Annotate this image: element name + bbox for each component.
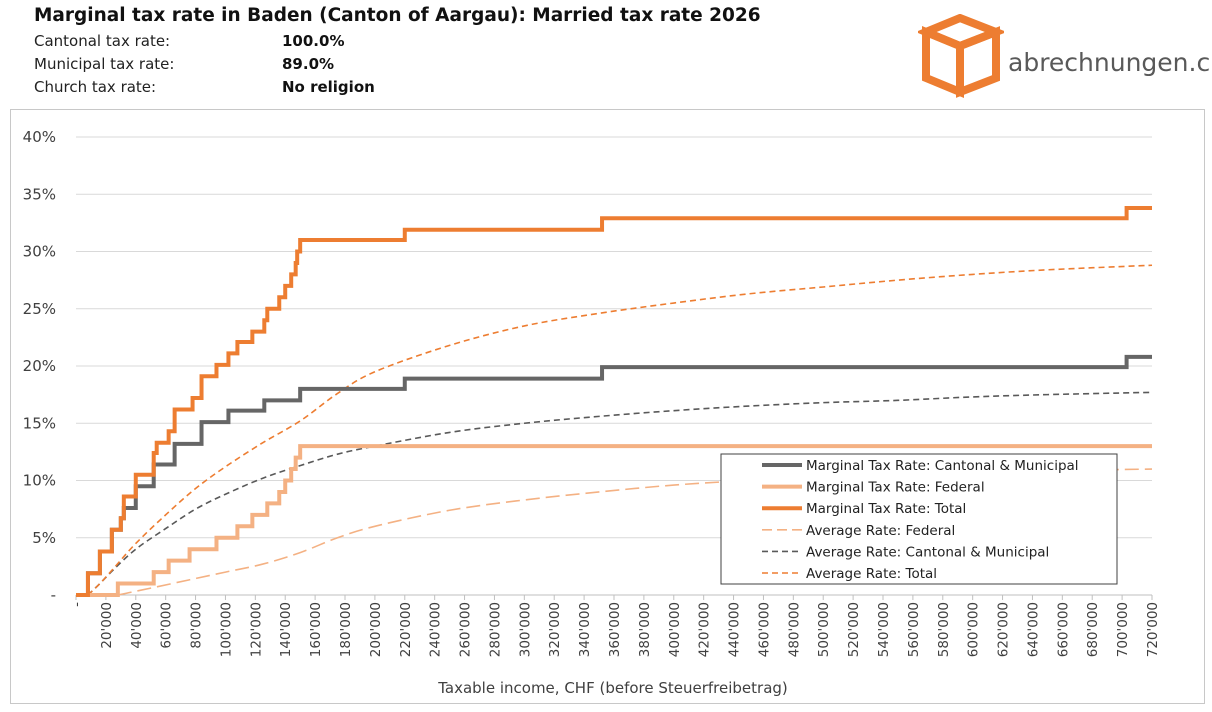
x-axis-label: Taxable income, CHF (before Steuerfreibe… [437, 679, 788, 697]
y-tick-label: 40% [23, 128, 56, 146]
x-tick-label: 340'000 [577, 602, 593, 657]
x-tick-label: 260'000 [458, 602, 474, 657]
page-title: Marginal tax rate in Baden (Canton of Aa… [34, 5, 761, 26]
x-tick-label: 440'000 [727, 602, 743, 657]
y-tick-label: - [51, 586, 56, 604]
x-tick-label: 280'000 [487, 602, 503, 657]
x-tick-label: 540'000 [876, 602, 892, 657]
x-tick-label: 580'000 [936, 602, 952, 657]
y-tick-label: 20% [23, 357, 56, 375]
x-tick-label: 500'000 [816, 602, 832, 657]
legend-label: Average Rate: Federal [806, 523, 955, 539]
x-tick-label: 240'000 [428, 602, 444, 657]
y-tick-label: 35% [23, 185, 56, 203]
y-tick-label: 30% [23, 243, 56, 261]
orange-box-icon [918, 14, 1004, 98]
series-line-5 [87, 264, 1153, 596]
x-tick-label: 60'000 [159, 602, 175, 649]
x-tick-label: 480'000 [786, 602, 802, 657]
x-tick-label: 20'000 [99, 602, 115, 649]
y-tick-label: 10% [23, 472, 56, 490]
x-tick-label: 120'000 [248, 602, 264, 657]
cantonal-rate-label: Cantonal tax rate: [34, 32, 171, 50]
brand-logo: abrechnungen.ch [918, 14, 1212, 100]
x-tick-label: 320'000 [547, 602, 563, 657]
x-tick-label: 660'000 [1055, 602, 1071, 657]
legend-label: Average Rate: Cantonal & Municipal [806, 544, 1049, 560]
x-tick-label: 100'000 [218, 602, 234, 657]
y-axis-ticks: - 5% 10% 15% 20% 25% 30% 35% 40% [23, 128, 56, 604]
y-tick-label: 25% [23, 300, 56, 318]
church-rate-label: Church tax rate: [34, 78, 157, 96]
x-tick-label: 520'000 [846, 602, 862, 657]
x-tick-label: 680'000 [1085, 602, 1101, 657]
x-tick-label: 420'000 [697, 602, 713, 657]
x-tick-label: 640'000 [1025, 602, 1041, 657]
chart-legend: Marginal Tax Rate: Cantonal & Municipal M… [720, 453, 1118, 585]
x-tick-label: 360'000 [607, 602, 623, 657]
x-tick-label: 40'000 [129, 602, 145, 649]
brand-name: abrechnungen.ch [1008, 48, 1212, 77]
municipal-rate-value: 89.0% [282, 55, 335, 73]
x-tick-label: - [69, 602, 85, 607]
x-tick-label: 160'000 [308, 602, 324, 657]
x-tick-label: 720'000 [1145, 602, 1161, 657]
legend-label: Marginal Tax Rate: Federal [806, 480, 985, 496]
cantonal-rate-value: 100.0% [282, 32, 345, 50]
church-rate-value: No religion [282, 78, 375, 96]
x-axis-ticks: - 20'000 40'000 60'000 80'000 100'000 120'000 1… [69, 595, 1161, 657]
x-tick-label: 80'000 [189, 602, 205, 649]
x-tick-label: 200'000 [368, 602, 384, 657]
series-lines [76, 205, 1153, 597]
legend-label: Average Rate: Total [806, 566, 937, 582]
x-tick-label: 140'000 [278, 602, 294, 657]
y-tick-label: 15% [23, 414, 56, 432]
x-tick-label: 380'000 [637, 602, 653, 657]
legend-label: Marginal Tax Rate: Cantonal & Municipal [806, 458, 1079, 474]
chart-frame [10, 109, 1205, 704]
x-tick-label: 300'000 [517, 602, 533, 657]
legend-box [720, 453, 1118, 585]
x-tick-label: 620'000 [996, 602, 1012, 657]
series-line-2 [76, 205, 1152, 597]
municipal-rate-label: Municipal tax rate: [34, 55, 175, 73]
legend-label: Marginal Tax Rate: Total [806, 501, 966, 517]
x-tick-label: 460'000 [756, 602, 772, 657]
x-tick-label: 220'000 [398, 602, 414, 657]
x-tick-label: 560'000 [906, 602, 922, 657]
series-line-1 [76, 444, 1152, 597]
x-tick-label: 700'000 [1115, 602, 1131, 657]
x-tick-label: 600'000 [966, 602, 982, 657]
x-tick-label: 400'000 [667, 602, 683, 657]
series-line-4 [87, 391, 1153, 596]
x-tick-label: 180'000 [338, 602, 354, 657]
y-tick-label: 5% [32, 529, 56, 547]
